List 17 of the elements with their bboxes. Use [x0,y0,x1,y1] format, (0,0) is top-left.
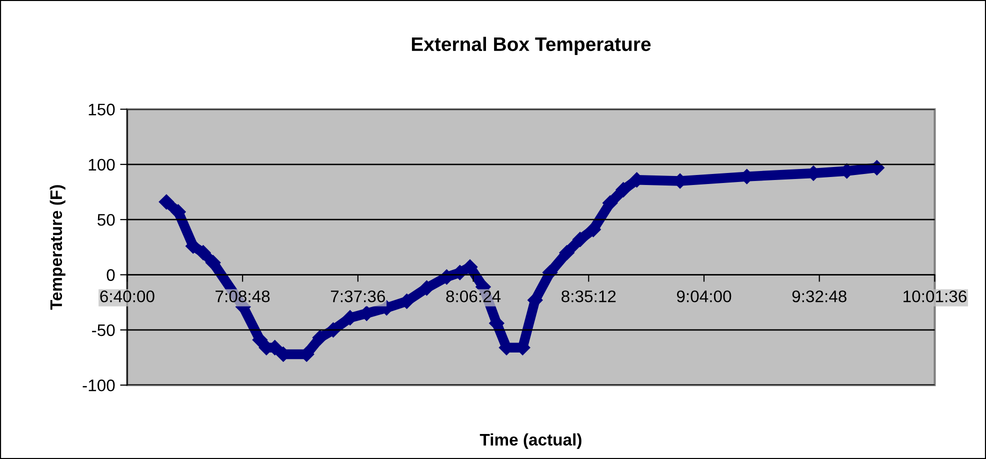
y-tick-label: 150 [88,104,115,116]
y-tick-label: 50 [98,214,115,226]
x-tick-label: 10:01:36 [904,290,966,302]
x-tick-label: 9:04:00 [676,290,732,302]
x-tick-label: 7:37:36 [330,290,385,302]
x-tick-label: 8:06:24 [446,290,501,302]
y-tick-label: -50 [92,324,115,336]
y-axis-title: Temperature (F) [50,185,66,310]
y-tick-label: 0 [106,269,115,281]
y-tick-label: -100 [82,380,115,392]
x-tick-label: 9:32:48 [792,290,846,302]
x-tick-label: 6:40:00 [100,290,154,302]
chart-title: External Box Temperature [412,36,651,55]
y-tick-label: 100 [88,158,115,171]
x-tick-label: 8:35:12 [562,290,616,302]
x-axis-title: Time (actual) [480,433,582,449]
x-tick-label: 7:08:48 [216,290,270,302]
